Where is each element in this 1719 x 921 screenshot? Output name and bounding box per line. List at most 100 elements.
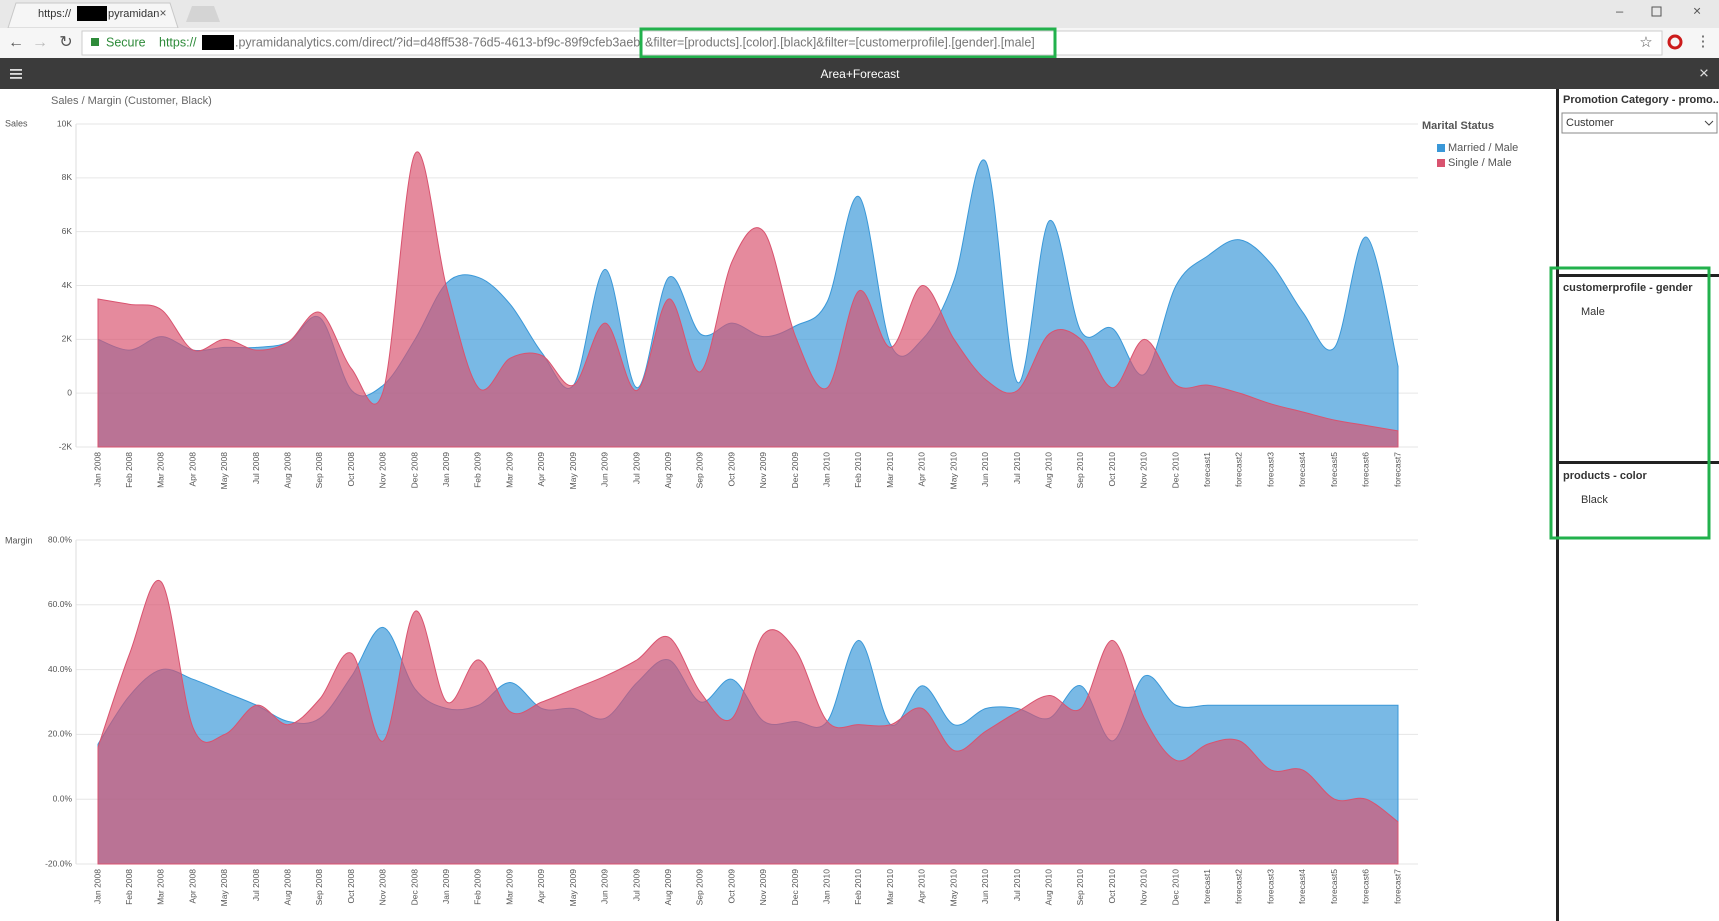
panel-separator	[1559, 461, 1719, 464]
panel-separator	[1559, 274, 1719, 277]
x-tick-label: forecast1	[1202, 452, 1212, 487]
new-tab[interactable]	[186, 6, 220, 22]
filter-value[interactable]: Male	[1581, 306, 1605, 318]
x-tick-label: Aug 2010	[1043, 452, 1053, 489]
x-tick-label: Sep 2010	[1075, 869, 1085, 906]
panel-divider	[1556, 89, 1559, 921]
y-tick-label: -20.0%	[45, 858, 72, 868]
redaction	[202, 35, 234, 50]
x-tick-label: Feb 2010	[853, 452, 863, 488]
window-close[interactable]: ×	[1693, 3, 1701, 19]
back-button[interactable]: ←	[8, 34, 24, 51]
x-tick-label: Aug 2008	[282, 452, 292, 489]
x-tick-label: May 2008	[219, 452, 229, 490]
header-title: Area+Forecast	[820, 67, 900, 81]
area	[97, 151, 1399, 448]
app-header	[0, 58, 1719, 89]
tab-strip	[0, 0, 1719, 28]
x-tick-label: Jan 2008	[92, 869, 102, 904]
x-tick-label: Feb 2009	[473, 452, 483, 488]
close-button[interactable]: ×	[1699, 63, 1709, 82]
x-tick-label: forecast6	[1361, 869, 1371, 904]
x-tick-label: Oct 2010	[1107, 869, 1117, 904]
x-tick-label: Oct 2010	[1107, 452, 1117, 487]
x-tick-label: Mar 2008	[156, 452, 166, 488]
x-tick-label: Sep 2009	[695, 869, 705, 906]
x-tick-label: Nov 2008	[378, 452, 388, 489]
x-tick-label: Mar 2009	[504, 869, 514, 905]
y-tick-label: 10K	[57, 118, 72, 128]
url-host: .pyramidanalytics.com/direct/?id=d48ff53…	[235, 35, 640, 49]
x-tick-label: Dec 2010	[1170, 869, 1180, 906]
legend-label: Married / Male	[1448, 142, 1518, 154]
x-tick-label: Mar 2008	[156, 869, 166, 905]
x-tick-label: Jun 2010	[980, 869, 990, 904]
filter-title: customerprofile - gender	[1563, 282, 1693, 294]
x-tick-label: Jun 2009	[600, 869, 610, 904]
x-tick-label: Dec 2008	[409, 452, 419, 489]
x-tick-label: Nov 2010	[1139, 452, 1149, 489]
x-tick-label: forecast7	[1392, 869, 1402, 904]
x-tick-label: Jan 2008	[92, 452, 102, 487]
reload-button[interactable]: ↻	[59, 34, 72, 51]
tab-close[interactable]: ×	[159, 6, 166, 20]
x-tick-label: Dec 2009	[790, 452, 800, 489]
x-tick-label: forecast2	[1234, 869, 1244, 904]
menu-button[interactable]: ⋮	[1696, 33, 1711, 50]
x-tick-label: Oct 2008	[346, 452, 356, 487]
x-tick-label: Jan 2009	[441, 869, 451, 904]
y-tick-label: 8K	[62, 172, 73, 182]
address-bar[interactable]	[81, 30, 1663, 56]
x-tick-label: Sep 2010	[1075, 452, 1085, 489]
x-tick-label: Mar 2010	[885, 452, 895, 488]
x-tick-label: Jan 2010	[822, 869, 832, 904]
opera-icon[interactable]	[1667, 34, 1683, 50]
window-restore[interactable]	[1651, 6, 1662, 17]
x-tick-label: Jan 2010	[822, 452, 832, 487]
x-tick-label: Nov 2008	[378, 869, 388, 906]
x-tick-label: Sep 2008	[314, 452, 324, 489]
x-tick-label: forecast3	[1265, 869, 1275, 904]
x-tick-label: Oct 2009	[726, 452, 736, 487]
x-tick-label: Feb 2010	[853, 869, 863, 905]
x-tick-label: forecast3	[1265, 452, 1275, 487]
x-tick-label: May 2010	[948, 869, 958, 907]
x-tick-label: May 2010	[948, 452, 958, 490]
x-tick-label: Apr 2009	[536, 869, 546, 904]
x-tick-label: Mar 2010	[885, 869, 895, 905]
window-minimize[interactable]: –	[1616, 3, 1624, 18]
y-axis-label: Margin	[5, 535, 33, 545]
x-tick-label: Apr 2008	[187, 452, 197, 487]
x-tick-label: Feb 2008	[124, 869, 134, 905]
area	[97, 579, 1399, 865]
x-tick-label: Aug 2008	[282, 869, 292, 906]
y-axis-label: Sales	[5, 118, 28, 128]
x-tick-label: forecast4	[1297, 452, 1307, 487]
x-tick-label: Jul 2009	[631, 869, 641, 901]
y-tick-label: 0.0%	[53, 793, 73, 803]
x-tick-label: May 2009	[568, 452, 578, 490]
x-tick-label: Jan 2009	[441, 452, 451, 487]
hamburger[interactable]	[10, 69, 22, 79]
x-tick-label: Apr 2010	[917, 869, 927, 904]
legend-title: Marital Status	[1422, 120, 1494, 132]
x-tick-label: May 2008	[219, 869, 229, 907]
highlight-box	[639, 27, 1057, 59]
filter-select-value: Customer	[1566, 117, 1614, 129]
y-tick-label: 4K	[62, 280, 73, 290]
highlight-box	[1549, 266, 1711, 540]
forward-button[interactable]: →	[32, 34, 48, 51]
filter-value[interactable]: Black	[1581, 494, 1608, 506]
x-tick-label: Oct 2008	[346, 869, 356, 904]
redaction	[77, 6, 107, 21]
x-tick-label: forecast5	[1329, 452, 1339, 487]
filter-select[interactable]	[1561, 112, 1718, 134]
y-tick-label: 6K	[62, 226, 73, 236]
y-tick-label: 0	[67, 387, 72, 397]
x-tick-label: Sep 2008	[314, 869, 324, 906]
x-tick-label: forecast6	[1361, 452, 1371, 487]
bookmark-star[interactable]: ☆	[1639, 34, 1652, 51]
x-tick-label: Jul 2009	[631, 452, 641, 484]
x-tick-label: forecast1	[1202, 869, 1212, 904]
